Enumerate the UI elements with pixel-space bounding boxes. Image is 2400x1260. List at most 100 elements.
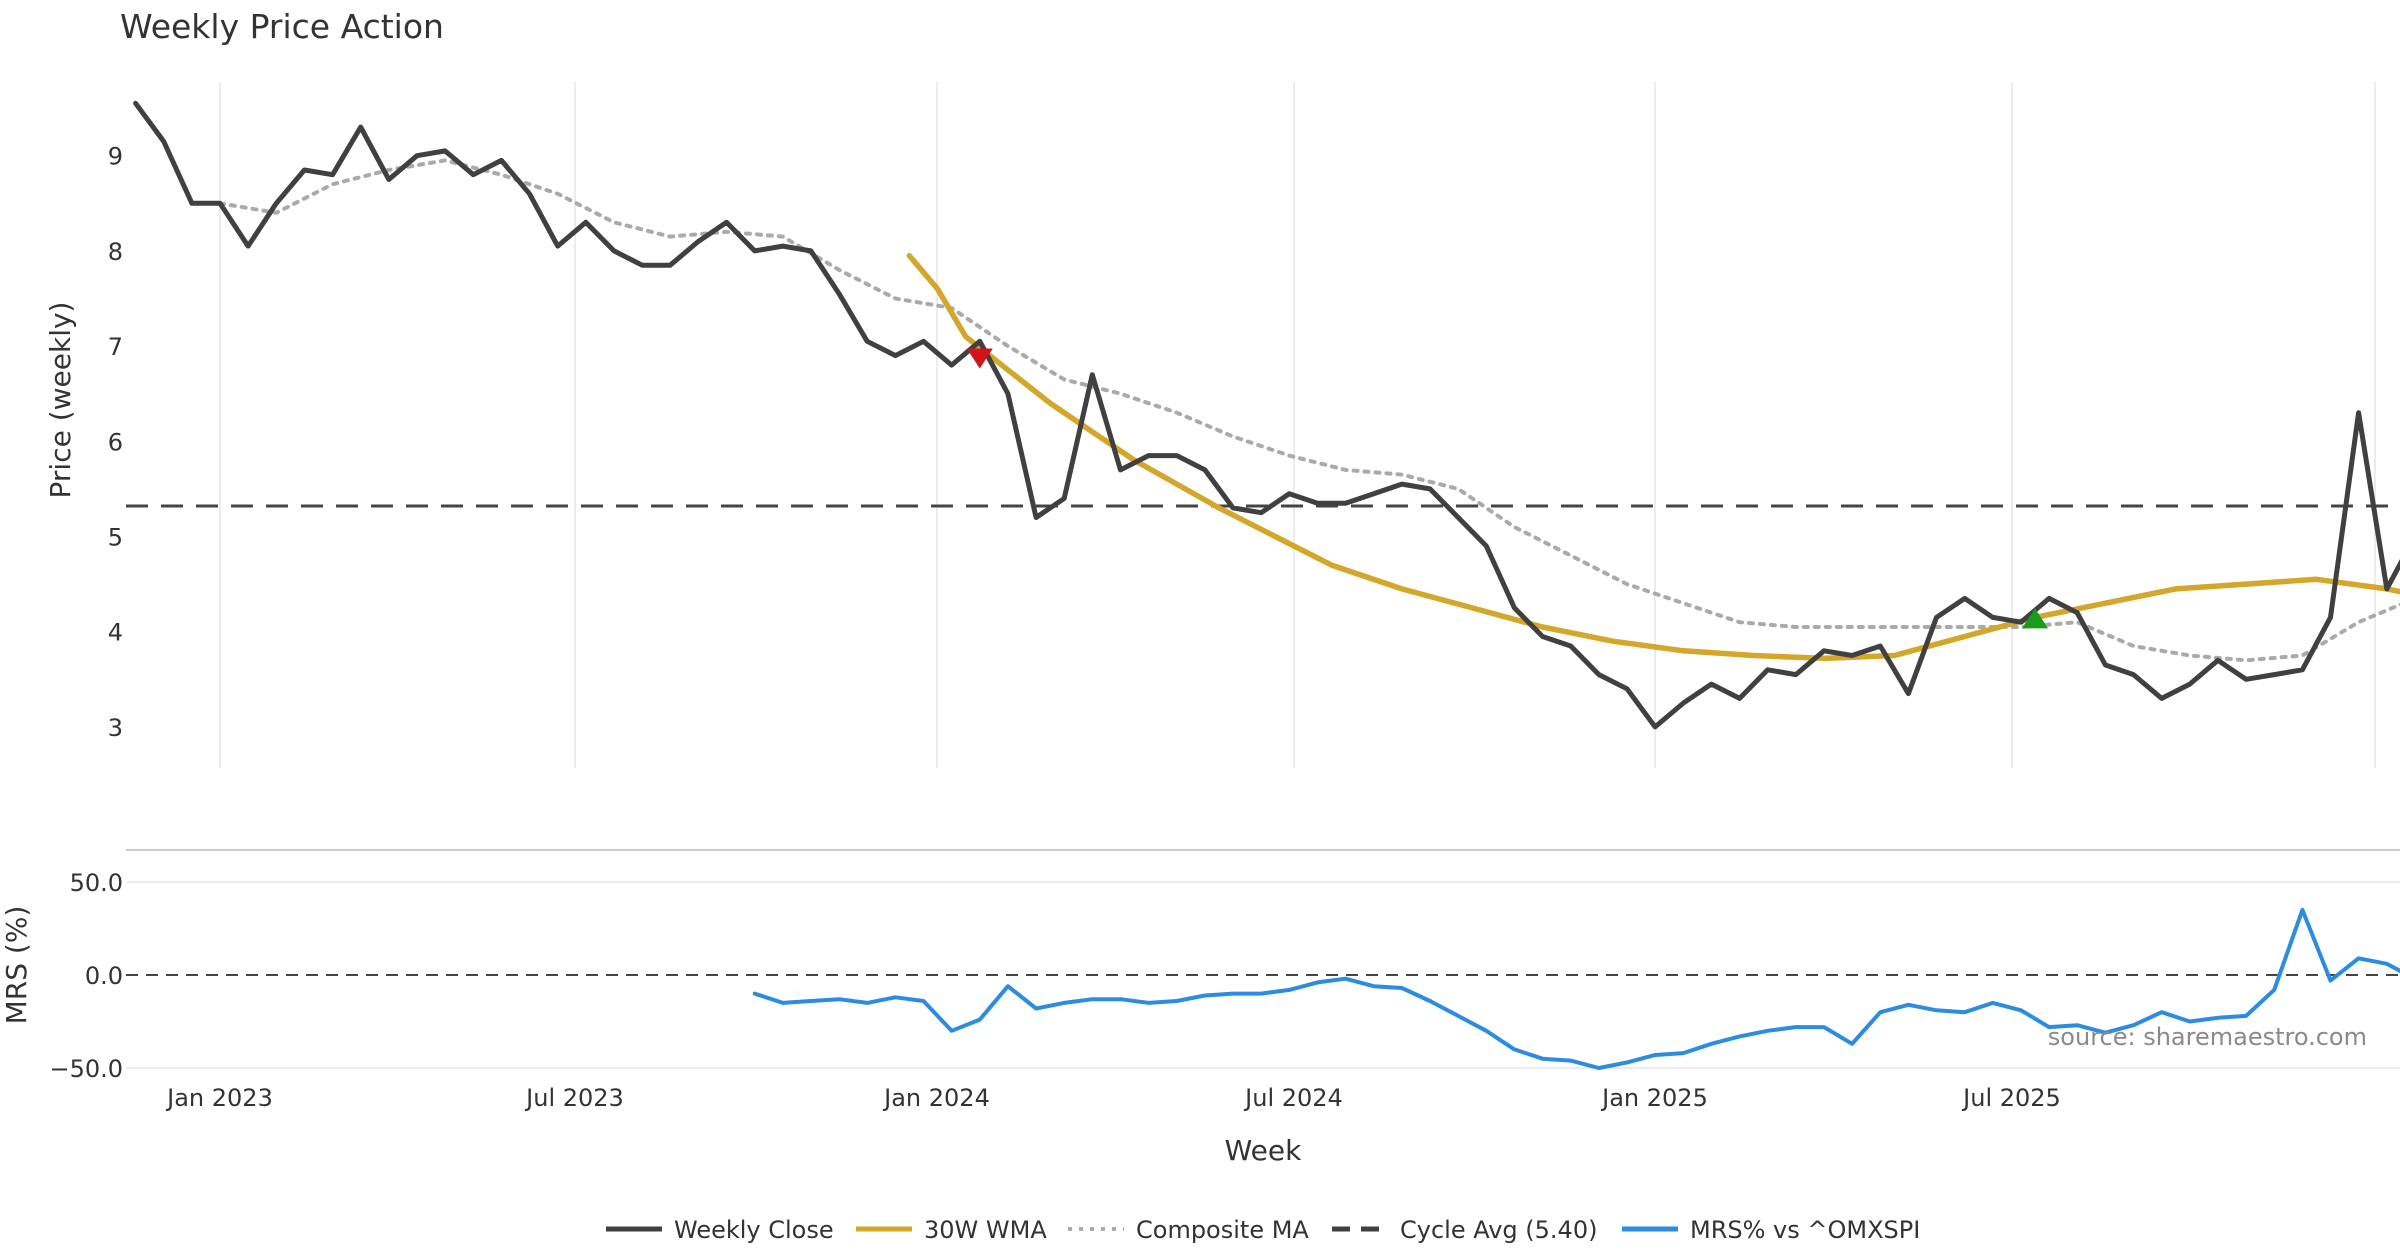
weekly-close-point (388, 179, 389, 180)
weekly-close-point (557, 246, 558, 247)
sell-signal-marker (966, 348, 993, 369)
x-tick-label: Jan 2025 (1600, 1084, 1708, 1112)
wma-point (1894, 655, 1895, 656)
wma-point (937, 289, 938, 290)
mrs-point (1570, 1060, 1571, 1061)
mrs-point (2246, 1015, 2247, 1016)
legend-label: Composite MA (1136, 1216, 1309, 1244)
weekly-close-point (1880, 646, 1881, 647)
composite-ma-point (2358, 622, 2359, 623)
wma-point (2105, 603, 2106, 604)
weekly-close-point (529, 193, 530, 194)
weekly-close-point (332, 174, 333, 175)
mrs-point (1767, 1030, 1768, 1031)
weekly-close-point (2049, 598, 2050, 599)
composite-ma-point (276, 212, 277, 213)
weekly-close-point (473, 174, 474, 175)
price-y-axis-label: Price (weekly) (44, 302, 77, 499)
weekly-close-point (2274, 674, 2275, 675)
composite-ma-point (557, 193, 558, 194)
weekly-close-point (782, 246, 783, 247)
mrs-point (2330, 980, 2331, 981)
weekly-close-point (1852, 655, 1853, 656)
wma-point (909, 255, 910, 256)
mrs-point (1458, 1015, 1459, 1016)
wma-point (1275, 536, 1276, 537)
mrs-point (782, 1002, 783, 1003)
composite-ma-point (1176, 412, 1177, 413)
weekly-close-point (1711, 684, 1712, 685)
mrs-point (1204, 995, 1205, 996)
composite-ma-point (2021, 627, 2022, 628)
weekly-close-point (1767, 669, 1768, 670)
composite-ma-point (1852, 627, 1853, 628)
price-vertical-gridlines (219, 82, 2376, 768)
wma-point (1092, 431, 1093, 432)
composite-ma-point (445, 160, 446, 161)
legend-label: Weekly Close (674, 1216, 834, 1244)
composite-ma-point (2077, 622, 2078, 623)
composite-ma-point (1345, 469, 1346, 470)
weekly-close-point (304, 170, 305, 171)
mrs-point (1683, 1053, 1684, 1054)
source-attribution: source: sharemaestro.com (2048, 1023, 2367, 1051)
buy-signal-marker (2022, 608, 2049, 629)
weekly-close-point (1092, 374, 1093, 375)
mrs-point (1036, 1008, 1037, 1009)
mrs-point (1120, 999, 1121, 1000)
weekly-close-point (2246, 679, 2247, 680)
composite-ma-point (839, 269, 840, 270)
mrs-point (754, 993, 755, 994)
weekly-close-point (1992, 617, 1993, 618)
wma-point (1683, 650, 1684, 651)
weekly-close-point (248, 246, 249, 247)
wma-point (965, 336, 966, 337)
wma-point (1007, 369, 1008, 370)
wma-point (1050, 403, 1051, 404)
weekly-close-point (1401, 484, 1402, 485)
composite-ma-point (1458, 488, 1459, 489)
composite-ma-point (2189, 655, 2190, 656)
weekly-close-point (360, 127, 361, 128)
mrs-point (1401, 988, 1402, 989)
wma-point (1542, 627, 1543, 628)
composite-ma-point (1627, 584, 1628, 585)
mrs-point (1964, 1012, 1965, 1013)
composite-ma-point (2246, 660, 2247, 661)
mrs-y-axis-label: MRS (%) (0, 906, 33, 1025)
weekly-close-point (1036, 517, 1037, 518)
wma-point (1753, 655, 1754, 656)
weekly-close-point (1964, 598, 1965, 599)
signal-markers (966, 348, 2049, 629)
mrs-point (2021, 1010, 2022, 1011)
composite-ma-point (388, 170, 389, 171)
mrs-point (1289, 989, 1290, 990)
weekly-close-point (2189, 684, 2190, 685)
mrs-point (2358, 958, 2359, 959)
weekly-close-point (1430, 488, 1431, 489)
weekly-close-point (1542, 636, 1543, 637)
wma-point (2175, 588, 2176, 589)
price-y-tick-label: 6 (108, 428, 123, 456)
mrs-point (867, 1002, 868, 1003)
mrs-point (1345, 978, 1346, 979)
weekly-close-point (1570, 646, 1571, 647)
mrs-point (1627, 1062, 1628, 1063)
weekly-close-point (2302, 669, 2303, 670)
weekly-close-point (1739, 698, 1740, 699)
composite-ma-point (1739, 622, 1740, 623)
wma-point (1472, 607, 1473, 608)
composite-ma-point (895, 298, 896, 299)
mrs-point (895, 997, 896, 998)
weekly-close-point (2077, 612, 2078, 613)
composite-ma-point (782, 236, 783, 237)
composite-ma-point (1570, 555, 1571, 556)
weekly-close-point (810, 250, 811, 251)
mrs-point (1852, 1043, 1853, 1044)
composite-ma-point (1964, 627, 1965, 628)
wma-point (1612, 641, 1613, 642)
mrs-point (1711, 1043, 1712, 1044)
composite-ma-point (1401, 474, 1402, 475)
x-tick-label: Jul 2025 (1961, 1084, 2061, 1112)
weekly-close-point (2133, 674, 2134, 675)
